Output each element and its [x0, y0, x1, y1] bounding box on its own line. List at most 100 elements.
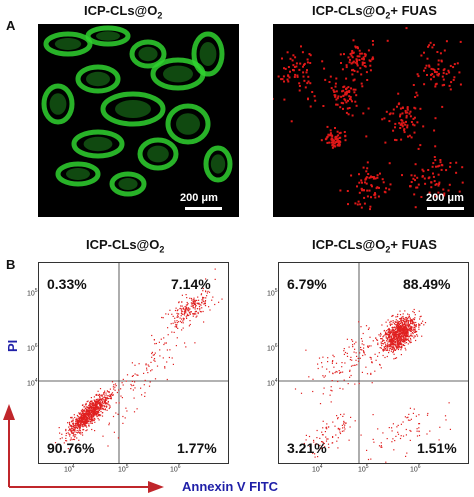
flow-event-dot — [175, 324, 177, 326]
flow-event-dot — [61, 433, 63, 435]
flow-event-dot — [74, 422, 76, 424]
green-cell-body — [163, 65, 193, 83]
red-cell-dot — [443, 194, 446, 197]
red-cell-dot — [361, 85, 364, 88]
flow-event-dot — [93, 406, 95, 408]
flow-event-dot — [327, 357, 329, 359]
flow-event-dot — [77, 423, 79, 425]
flow-event-dot — [89, 410, 91, 412]
flow-event-dot — [71, 430, 73, 432]
flow-event-dot — [409, 337, 412, 340]
flow-event-dot — [387, 348, 389, 350]
flow-event-dot — [403, 335, 405, 337]
red-cell-dot — [452, 66, 455, 69]
flow-event-dot — [399, 333, 401, 335]
flow-event-dot — [402, 322, 404, 324]
flow-event-dot — [410, 333, 412, 335]
flow-event-dot — [194, 301, 196, 303]
flow-event-dot — [391, 342, 393, 344]
flow-event-dot — [386, 438, 388, 440]
flow-event-dot — [186, 313, 189, 315]
red-cell-dot — [326, 135, 329, 138]
flow-event-dot — [80, 410, 82, 412]
red-cell-dot — [452, 78, 455, 81]
flow-event-dot — [349, 370, 351, 372]
flow-event-dot — [376, 339, 378, 341]
red-cell-dot — [335, 140, 338, 143]
flow-event-dot — [95, 413, 97, 415]
red-cell-dot — [401, 125, 404, 128]
red-cell-dot — [436, 165, 439, 168]
flow-event-dot — [195, 313, 197, 315]
flow-event-dot — [79, 413, 81, 415]
flow-event-dot — [403, 334, 405, 336]
red-cell-dot — [448, 71, 451, 74]
flow-event-dot — [393, 326, 395, 329]
flow-event-dot — [193, 297, 195, 299]
flow-event-dot — [390, 338, 392, 340]
flow-event-dot — [73, 429, 75, 431]
red-cell-dot — [442, 78, 445, 81]
flow-event-dot — [102, 397, 104, 399]
flow-event-dot — [409, 439, 411, 441]
red-cell-dot — [334, 85, 337, 88]
flow-event-dot — [100, 402, 102, 404]
panel-b-left-title: ICP-CLs@O2 — [86, 237, 165, 255]
flow-event-dot — [84, 413, 86, 415]
red-cell-dot — [424, 67, 427, 70]
flow-event-dot — [391, 427, 393, 429]
flow-event-dot — [330, 389, 332, 391]
flow-event-dot — [67, 448, 69, 450]
flow-event-dot — [326, 438, 328, 440]
flow-event-dot — [398, 346, 400, 348]
red-cell-dot — [334, 95, 337, 98]
red-cell-dot — [362, 58, 365, 61]
flow-event-dot — [74, 428, 76, 430]
flow-event-dot — [92, 403, 94, 405]
flow-event-dot — [408, 320, 410, 322]
flow-event-dot — [413, 321, 415, 323]
red-cell-dot — [362, 56, 365, 59]
flow-event-dot — [199, 309, 201, 311]
flow-event-dot — [79, 425, 81, 427]
flow-event-dot — [400, 341, 402, 343]
flow-event-dot — [402, 435, 405, 437]
flow-event-dot — [90, 397, 92, 399]
flow-event-dot — [86, 419, 88, 421]
flow-event-dot — [204, 302, 206, 304]
red-fluorescence-image: 200 μm — [273, 24, 474, 217]
flow-event-dot — [88, 421, 90, 423]
red-cell-dot — [364, 178, 367, 181]
flow-event-dot — [379, 335, 381, 337]
flow-event-dot — [389, 330, 391, 332]
flow-event-dot — [104, 403, 106, 405]
flow-event-dot — [163, 337, 165, 339]
flow-event-dot — [94, 405, 96, 407]
flow-event-dot — [115, 412, 117, 414]
flow-event-dot — [407, 313, 409, 315]
flow-event-dot — [361, 343, 363, 345]
flow-event-dot — [81, 418, 83, 420]
flow-event-dot — [193, 299, 195, 301]
flow-event-dot — [319, 444, 321, 446]
flow-event-dot — [396, 323, 398, 325]
flow-event-dot — [333, 356, 335, 358]
flow-event-dot — [445, 419, 447, 421]
flow-event-dot — [410, 319, 412, 321]
flow-event-dot — [199, 303, 201, 305]
flow-event-dot — [197, 308, 199, 310]
flow-event-dot — [124, 417, 126, 419]
flow-event-dot — [138, 363, 140, 365]
red-cell-dot — [405, 114, 408, 117]
red-cell-dot — [306, 82, 309, 85]
flow-event-dot — [397, 431, 399, 433]
flow-event-dot — [185, 294, 187, 296]
red-cell-dot — [346, 107, 349, 110]
flow-event-dot — [192, 300, 194, 302]
flow-event-dot — [84, 420, 86, 423]
flow-event-dot — [397, 338, 399, 340]
flow-event-dot — [415, 324, 417, 326]
red-cell-dot — [419, 144, 422, 147]
flow-event-dot — [144, 379, 146, 381]
red-cell-dot — [414, 179, 416, 182]
